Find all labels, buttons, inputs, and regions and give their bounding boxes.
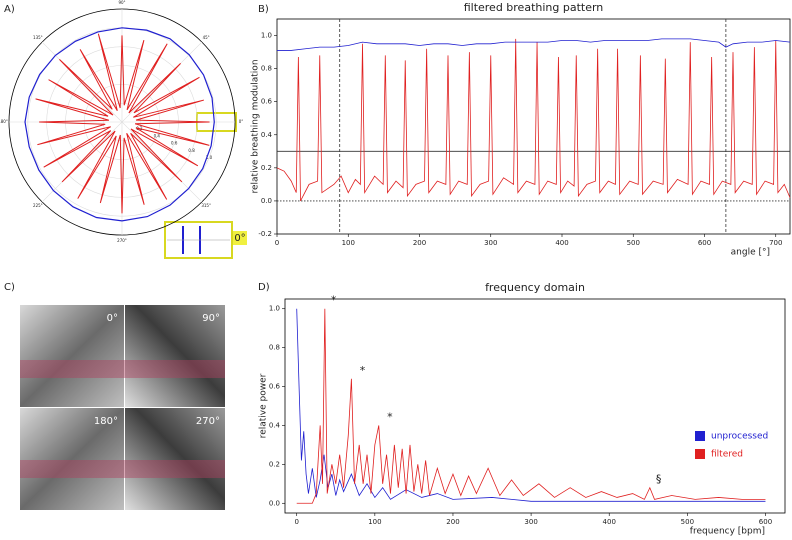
x-tick-label: 600 <box>698 239 711 247</box>
roi-band <box>20 360 225 378</box>
x-tick-label: 0 <box>275 239 279 247</box>
plot-frame <box>276 18 791 235</box>
polar-line <box>35 33 210 214</box>
theta-tick-label: 225° <box>33 203 43 208</box>
theta-tick-label: 45° <box>203 35 210 40</box>
x-axis-label: frequency [bpm] <box>690 527 765 537</box>
legend-label: filtered <box>711 450 743 460</box>
polar-line <box>24 27 215 222</box>
panel-label: D) <box>258 282 270 293</box>
x-tick-label: 200 <box>446 518 459 526</box>
y-tick-label: 0.2 <box>269 460 280 468</box>
xray <box>125 408 225 510</box>
y-tick-label: -0.2 <box>258 230 272 238</box>
y-tick-label: 0.0 <box>261 197 272 205</box>
theta-tick-label: 315° <box>201 203 211 208</box>
x-tick-label: 400 <box>603 518 616 526</box>
legend-swatch <box>695 449 705 459</box>
x-tick-label: 100 <box>342 239 355 247</box>
panel-label: B) <box>258 4 269 15</box>
r-tick-label: 0.4 <box>154 133 161 138</box>
y-tick-label: 0.8 <box>269 344 280 352</box>
series-line <box>296 308 766 502</box>
annotation: * <box>360 364 366 377</box>
y-tick-label: 1.0 <box>261 32 272 40</box>
r-tick-label: 0.8 <box>188 148 195 153</box>
series-line <box>276 38 791 202</box>
x-tick-label: 500 <box>627 239 640 247</box>
y-tick-label: 0.8 <box>261 65 272 73</box>
r-tick-label: 1.0 <box>206 155 213 160</box>
theta-tick-label: 135° <box>33 35 43 40</box>
chart-title: frequency domain <box>485 281 585 294</box>
roi-band <box>20 460 225 478</box>
y-axis-label: relative breathing modulation <box>251 59 261 193</box>
x-tick-label: 600 <box>759 518 772 526</box>
image-label: 0° <box>107 313 118 324</box>
plot-frame <box>284 298 786 514</box>
image-label: 180° <box>94 416 118 427</box>
theta-tick-label: 180° <box>0 119 8 124</box>
xray <box>20 408 124 510</box>
y-tick-label: 0.6 <box>269 383 281 391</box>
xray-images: 0° 90° 180° 270° <box>20 305 225 510</box>
y-axis-label: relative power <box>259 373 269 438</box>
grid-spoke <box>121 41 203 123</box>
series-line <box>296 308 766 504</box>
panel-label: C) <box>4 282 15 293</box>
x-tick-label: 400 <box>555 239 568 247</box>
inset-label-bg <box>233 231 247 245</box>
xray <box>20 305 124 407</box>
y-tick-label: 0.6 <box>261 98 273 106</box>
y-tick-label: 0.4 <box>269 421 281 429</box>
chart-title: filtered breathing pattern <box>464 1 604 14</box>
x-tick-label: 300 <box>484 239 497 247</box>
legend-swatch <box>695 431 705 441</box>
r-tick-label: 0.6 <box>171 141 178 146</box>
panel-label: A) <box>4 4 15 15</box>
theta-tick-label: 90° <box>118 0 125 5</box>
theta-tick-label: 270° <box>117 238 127 243</box>
x-tick-label: 0 <box>294 518 298 526</box>
x-tick-label: 700 <box>769 239 782 247</box>
x-axis-label: angle [°] <box>731 248 770 258</box>
annotation: * <box>387 410 393 423</box>
y-tick-label: 0.0 <box>269 499 280 507</box>
series-line <box>277 38 791 51</box>
image-label: 90° <box>202 313 220 324</box>
xray <box>125 305 225 407</box>
y-tick-label: 0.4 <box>261 131 273 139</box>
x-tick-label: 500 <box>681 518 694 526</box>
legend-label: unprocessed <box>711 432 768 442</box>
x-tick-label: 100 <box>368 518 381 526</box>
annotation: § <box>656 473 662 486</box>
annotation: * <box>331 294 337 307</box>
x-tick-label: 300 <box>524 518 537 526</box>
theta-tick-label: 0° <box>239 119 244 124</box>
image-label: 270° <box>196 416 220 427</box>
inset-label: 0° <box>234 233 245 244</box>
y-tick-label: 1.0 <box>269 305 280 313</box>
grid-spoke <box>41 121 123 203</box>
x-tick-label: 200 <box>413 239 426 247</box>
y-tick-label: 0.2 <box>261 164 272 172</box>
